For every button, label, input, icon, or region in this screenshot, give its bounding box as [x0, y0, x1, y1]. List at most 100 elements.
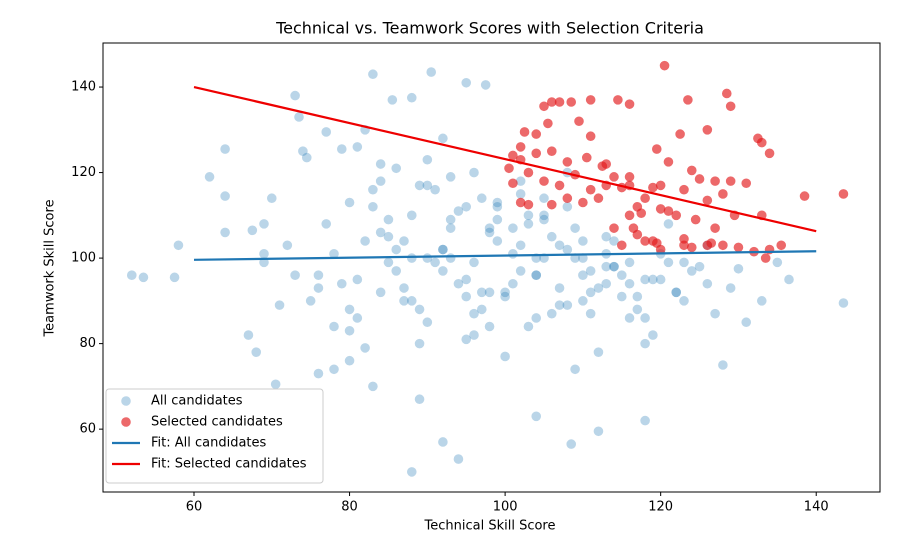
point: [476, 193, 487, 204]
point: [523, 167, 534, 178]
legend: All candidates Selected candidates Fit: Al…: [105, 388, 324, 484]
point: [138, 272, 149, 283]
point: [632, 304, 643, 315]
point: [593, 426, 604, 437]
x-tick-label: 80: [341, 500, 358, 515]
point: [266, 193, 277, 204]
point: [663, 157, 674, 167]
point: [562, 157, 573, 167]
point: [593, 283, 604, 293]
point: [609, 172, 619, 182]
point: [508, 278, 518, 289]
point: [702, 195, 713, 206]
point: [651, 144, 662, 154]
point: [368, 184, 378, 195]
point: [679, 184, 689, 195]
point: [772, 257, 783, 268]
point: [126, 270, 137, 280]
point: [690, 214, 701, 225]
point: [430, 184, 440, 195]
point: [426, 67, 437, 77]
point: [344, 304, 355, 315]
point: [422, 154, 433, 165]
point: [251, 347, 262, 357]
point: [504, 163, 514, 174]
point: [733, 263, 744, 274]
point: [675, 129, 685, 139]
point: [484, 287, 495, 298]
point: [624, 313, 635, 323]
point: [169, 272, 180, 283]
point: [515, 189, 526, 199]
legend-label: Fit: Selected candidates: [151, 457, 307, 472]
y-tick-label: 80: [79, 336, 96, 351]
point: [445, 223, 456, 233]
point: [593, 193, 604, 204]
point: [247, 225, 258, 236]
point: [414, 304, 425, 315]
point: [383, 214, 394, 225]
point: [539, 101, 549, 112]
point: [566, 439, 577, 449]
point: [500, 291, 510, 302]
legend-box: [105, 388, 324, 484]
point: [601, 159, 612, 169]
point: [686, 165, 697, 176]
point: [492, 201, 503, 212]
point: [461, 334, 472, 345]
point: [301, 152, 312, 163]
point: [663, 206, 674, 216]
point: [546, 199, 557, 210]
fit-line: [193, 250, 817, 261]
y-tick-label: 120: [71, 165, 96, 180]
point: [694, 261, 705, 272]
y-tick-label: 60: [79, 422, 96, 437]
point: [671, 287, 682, 298]
point: [515, 266, 526, 276]
point: [515, 197, 526, 208]
point: [387, 95, 398, 105]
point: [480, 80, 491, 90]
point: [710, 176, 720, 186]
point: [422, 317, 433, 328]
point: [838, 189, 849, 199]
point: [663, 219, 674, 229]
point: [259, 219, 269, 229]
point: [578, 270, 588, 280]
point: [438, 437, 448, 447]
point: [679, 296, 689, 306]
point: [492, 214, 503, 225]
point: [585, 184, 596, 195]
point: [383, 231, 394, 242]
point: [368, 201, 378, 212]
point: [710, 223, 720, 233]
point: [336, 144, 347, 154]
point: [445, 214, 456, 225]
point: [624, 99, 635, 109]
point: [616, 270, 627, 280]
point: [173, 240, 184, 251]
point: [570, 223, 580, 233]
point: [679, 240, 689, 251]
point: [546, 308, 557, 319]
point: [686, 242, 697, 253]
point: [585, 287, 596, 298]
point: [640, 193, 650, 204]
point: [508, 150, 518, 161]
point: [554, 240, 565, 251]
point: [733, 242, 744, 253]
point: [725, 176, 736, 186]
point: [648, 182, 658, 193]
point: [391, 244, 402, 255]
point: [515, 176, 526, 186]
point: [305, 296, 316, 306]
point: [360, 236, 370, 246]
point: [539, 176, 549, 186]
plot-area: [126, 60, 849, 477]
point: [438, 244, 448, 255]
point: [702, 125, 713, 135]
point: [515, 142, 526, 152]
y-tick-label: 100: [71, 251, 96, 266]
point: [523, 219, 534, 229]
point: [500, 351, 510, 362]
